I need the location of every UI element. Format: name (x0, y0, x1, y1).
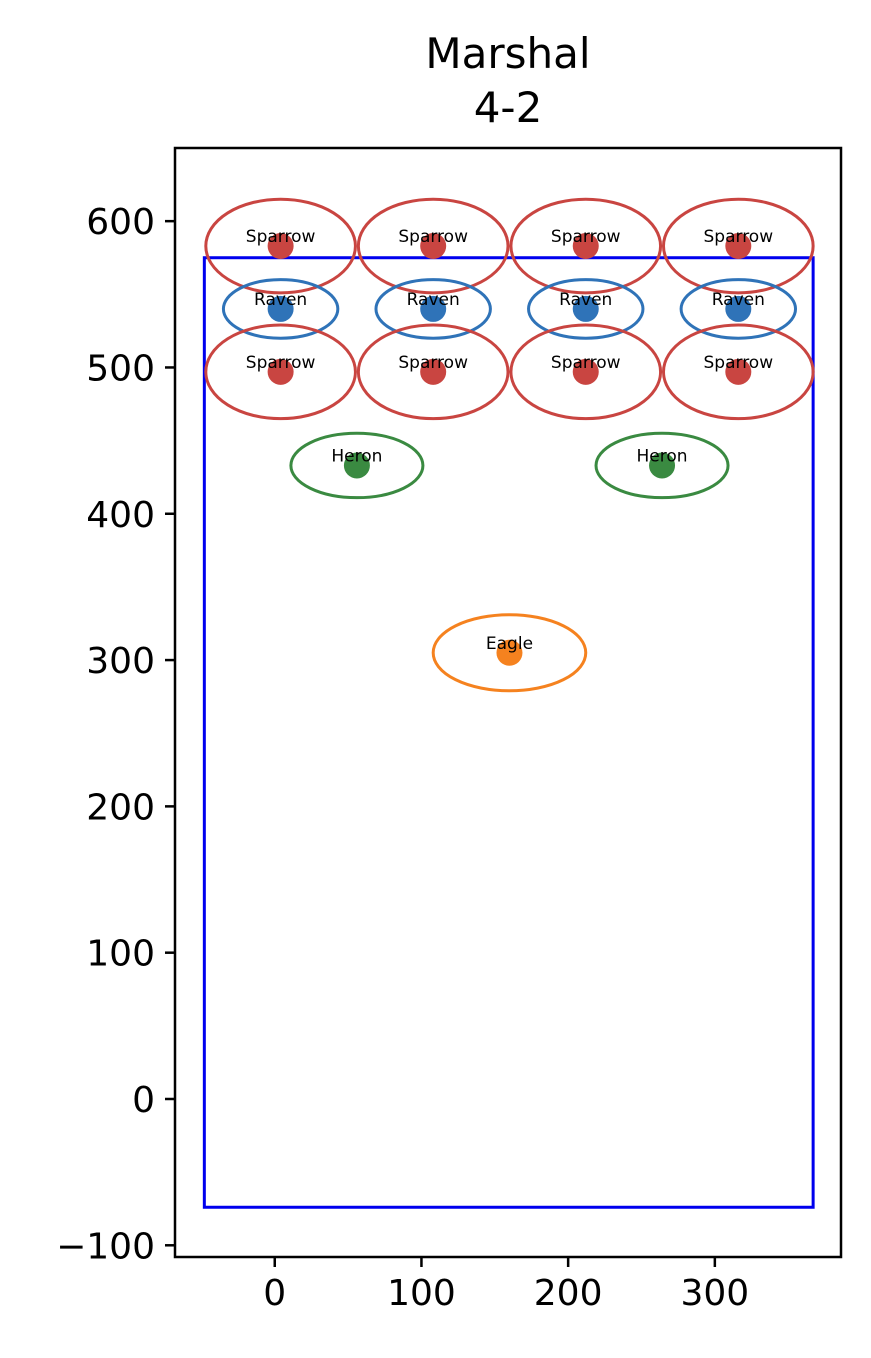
plot-frame (173, 146, 843, 1259)
chart-title-line-2: 4-2 (474, 83, 543, 132)
unit-ellipse (679, 278, 798, 340)
unit-label: Sparrow (551, 227, 621, 247)
unit-ellipse (356, 323, 510, 421)
boundary-rect (202, 256, 815, 1209)
unit-dot (649, 452, 676, 479)
unit-label: Sparrow (704, 353, 774, 373)
unit-dot (343, 452, 370, 479)
unit-dot (572, 358, 599, 385)
unit-label: Sparrow (398, 353, 468, 373)
y-tick-label: 400 (86, 495, 155, 536)
unit-ellipse (661, 197, 815, 295)
y-tick-label: 100 (86, 934, 155, 975)
unit-label: Sparrow (246, 227, 316, 247)
unit-dot (725, 295, 752, 322)
x-tick-label: 300 (680, 1273, 749, 1314)
x-tick-label: 100 (387, 1273, 456, 1314)
unit-dot (572, 295, 599, 322)
unit-dot (420, 295, 447, 322)
y-tick-label: 300 (86, 641, 155, 682)
unit-ellipse (661, 323, 815, 421)
y-tick-label: 200 (86, 787, 155, 828)
unit-ellipse (431, 613, 588, 693)
chart-title-line-1: Marshal (425, 29, 590, 78)
unit-ellipse (374, 278, 492, 340)
unit-label: Sparrow (398, 227, 468, 247)
unit-ellipse (509, 323, 663, 421)
unit-ellipse (204, 323, 357, 421)
unit-ellipse (289, 431, 425, 500)
unit-ellipse (221, 278, 340, 340)
unit-label: Heron (637, 446, 688, 466)
unit-dot (267, 233, 294, 260)
y-tick-label: 500 (86, 348, 155, 389)
unit-label: Sparrow (551, 353, 621, 373)
unit-label: Sparrow (246, 353, 316, 373)
unit-ellipse (527, 278, 645, 340)
unit-dot (572, 233, 599, 260)
unit-ellipse (509, 197, 663, 295)
unit-ellipse (356, 197, 510, 295)
y-tick-label: −100 (56, 1226, 155, 1267)
unit-label: Raven (712, 290, 765, 310)
unit-label: Raven (559, 290, 612, 310)
unit-label: Raven (254, 290, 307, 310)
unit-label: Raven (407, 290, 460, 310)
unit-dot (420, 358, 447, 385)
unit-ellipse (594, 431, 730, 500)
unit-label: Sparrow (704, 227, 774, 247)
unit-label: Eagle (486, 634, 533, 654)
unit-dot (725, 358, 752, 385)
x-tick-label: 0 (263, 1273, 286, 1314)
unit-dot (267, 358, 294, 385)
unit-dot (420, 233, 447, 260)
unit-label: Heron (331, 446, 382, 466)
y-tick-label: 600 (86, 202, 155, 243)
unit-dot (496, 639, 523, 666)
unit-dot (267, 295, 294, 322)
x-tick-label: 200 (534, 1273, 603, 1314)
unit-ellipse (204, 197, 357, 295)
unit-dot (725, 233, 752, 260)
y-tick-label: 0 (132, 1080, 155, 1121)
